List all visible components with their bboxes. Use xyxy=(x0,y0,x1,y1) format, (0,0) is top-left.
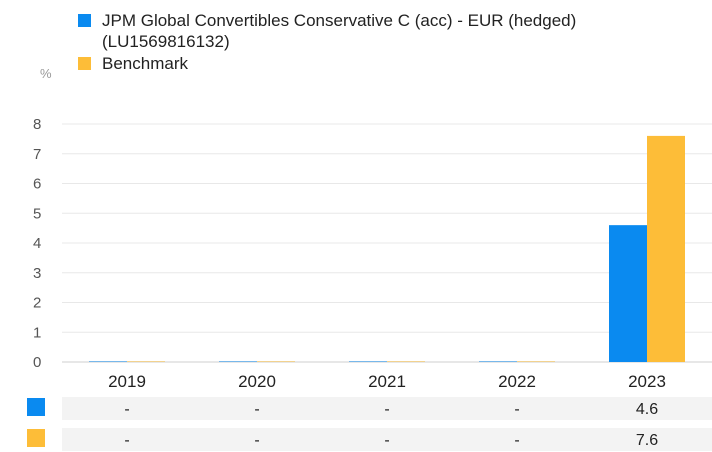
y-tick-label: 0 xyxy=(33,354,41,371)
table-cell: - xyxy=(254,432,259,449)
bar-empty-fund xyxy=(89,361,127,362)
table-cell: - xyxy=(514,432,519,449)
y-tick-label: 7 xyxy=(33,146,41,163)
table-row-band xyxy=(62,428,712,451)
legend-item-fund[interactable]: JPM Global Convertibles Conservative C (… xyxy=(78,10,708,52)
table-row-swatch-fund xyxy=(27,398,45,416)
x-tick-label: 2023 xyxy=(628,372,666,391)
y-tick-label: 3 xyxy=(33,265,41,282)
table-cell: - xyxy=(124,432,129,449)
bar-empty-benchmark xyxy=(517,361,555,362)
bar-empty-benchmark xyxy=(257,361,295,362)
table-cell: - xyxy=(124,401,129,418)
table-cell: - xyxy=(514,401,519,418)
legend-label-fund-line2: (LU1569816132) xyxy=(102,32,230,51)
bar-empty-fund xyxy=(349,361,387,362)
y-axis-unit-label: % xyxy=(40,66,52,81)
table-cell: 7.6 xyxy=(636,432,658,449)
legend-item-benchmark[interactable]: Benchmark xyxy=(78,53,708,74)
bar-fund xyxy=(609,225,647,362)
legend-label-fund-line1: JPM Global Convertibles Conservative C (… xyxy=(102,11,577,30)
y-tick-label: 6 xyxy=(33,176,41,193)
y-tick-label: 8 xyxy=(33,116,41,133)
x-tick-label: 2019 xyxy=(108,372,146,391)
x-tick-label: 2021 xyxy=(368,372,406,391)
bar-empty-benchmark xyxy=(127,361,165,362)
table-row-band xyxy=(62,397,712,420)
table-cell: 4.6 xyxy=(636,401,658,418)
y-tick-label: 4 xyxy=(33,235,41,252)
legend-swatch-fund xyxy=(78,14,91,27)
table-cell: - xyxy=(384,432,389,449)
chart-legend: JPM Global Convertibles Conservative C (… xyxy=(78,10,708,74)
table-cell: - xyxy=(254,401,259,418)
legend-swatch-benchmark xyxy=(78,57,91,70)
bar-empty-benchmark xyxy=(387,361,425,362)
bar-empty-fund xyxy=(219,361,257,362)
y-tick-label: 1 xyxy=(33,324,41,341)
x-tick-label: 2020 xyxy=(238,372,276,391)
legend-label-benchmark: Benchmark xyxy=(102,54,188,73)
bar-benchmark xyxy=(647,135,685,362)
x-tick-label: 2022 xyxy=(498,372,536,391)
table-row-swatch-benchmark xyxy=(27,429,45,447)
bar-empty-fund xyxy=(479,361,517,362)
y-tick-label: 2 xyxy=(33,295,41,312)
table-cell: - xyxy=(384,401,389,418)
y-tick-label: 5 xyxy=(33,205,41,222)
